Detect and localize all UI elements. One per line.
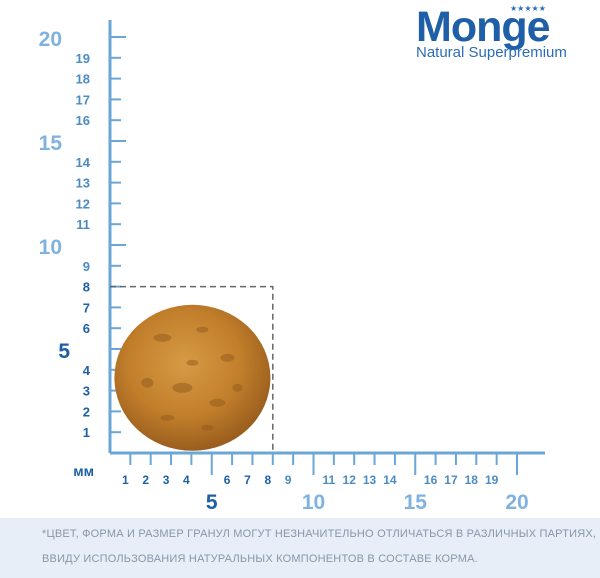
kibble-texture-icon <box>232 383 243 392</box>
y-minor-label: 2 <box>83 404 90 419</box>
kibble-texture-icon <box>220 353 235 362</box>
y-minor-label: 12 <box>76 196 90 211</box>
brand-tagline: Natural Superpremium <box>416 44 567 61</box>
brand-name: Monge <box>416 3 551 51</box>
kibble-texture-icon <box>209 398 226 407</box>
x-minor-label: 2 <box>142 473 149 487</box>
kibble-size-box <box>110 285 274 453</box>
kibble-texture-icon <box>196 326 209 333</box>
x-major-label: 5 <box>206 491 218 514</box>
x-minor-label: 7 <box>244 473 251 487</box>
y-minor-label: 19 <box>76 51 90 66</box>
y-major-label: 15 <box>39 132 63 155</box>
x-major-label: 10 <box>302 491 325 514</box>
x-major-label: 20 <box>505 491 528 514</box>
kibble-texture-icon <box>186 359 199 366</box>
y-minor-label: 4 <box>83 363 91 378</box>
y-major-label: 5 <box>58 340 70 363</box>
y-minor-label: 9 <box>83 259 90 274</box>
y-minor-label: 8 <box>83 280 90 295</box>
y-minor-label: 13 <box>76 176 90 191</box>
x-minor-label: 13 <box>363 473 377 487</box>
x-minor-label: 18 <box>465 473 479 487</box>
disclaimer-line-1: *ЦВЕТ, ФОРМА И РАЗМЕР ГРАНУЛ МОГУТ НЕЗНА… <box>42 528 597 540</box>
disclaimer-line-2: ВВИДУ ИСПОЛЬЗОВАНИЯ НАТУРАЛЬНЫХ КОМПОНЕН… <box>42 553 478 565</box>
x-minor-label: 1 <box>122 473 129 487</box>
x-minor-label: 11 <box>323 473 336 487</box>
kibble-texture-icon <box>153 333 172 342</box>
y-minor-label: 16 <box>76 113 90 128</box>
x-minor-label: 3 <box>163 473 170 487</box>
brand-logo: Monge ★★★★★ Natural Superpremium <box>410 2 585 66</box>
x-minor-label: 12 <box>343 473 357 487</box>
x-minor-label: 6 <box>224 473 231 487</box>
y-minor-label: 7 <box>83 300 90 315</box>
y-minor-label: 6 <box>83 321 90 336</box>
y-minor-label: 14 <box>76 155 91 170</box>
x-major-label: 15 <box>404 491 428 514</box>
x-minor-label: 8 <box>264 473 271 487</box>
x-minor-label: 9 <box>285 473 292 487</box>
x-minor-label: 17 <box>444 473 458 487</box>
y-major-label: 10 <box>39 236 62 259</box>
kibble-texture-icon <box>160 414 175 421</box>
x-minor-label: 19 <box>485 473 499 487</box>
unit-label: мм <box>73 463 94 479</box>
kibble-texture-icon <box>172 382 193 393</box>
y-minor-label: 3 <box>83 384 90 399</box>
x-minor-label: 14 <box>383 473 397 487</box>
y-major-label: 20 <box>39 28 62 51</box>
kibble-texture-icon <box>141 377 154 388</box>
y-minor-label: 1 <box>83 425 90 440</box>
kibble-pellet-icon <box>114 304 271 451</box>
y-minor-label: 18 <box>76 72 90 87</box>
x-minor-label: 4 <box>183 473 190 487</box>
x-minor-label: 16 <box>424 473 438 487</box>
crown-stars-icon: ★★★★★ <box>510 4 546 13</box>
y-minor-label: 17 <box>76 92 90 107</box>
disclaimer-footer: *ЦВЕТ, ФОРМА И РАЗМЕР ГРАНУЛ МОГУТ НЕЗНА… <box>0 518 600 578</box>
y-minor-label: 11 <box>76 217 90 232</box>
kibble-texture-icon <box>201 424 214 431</box>
